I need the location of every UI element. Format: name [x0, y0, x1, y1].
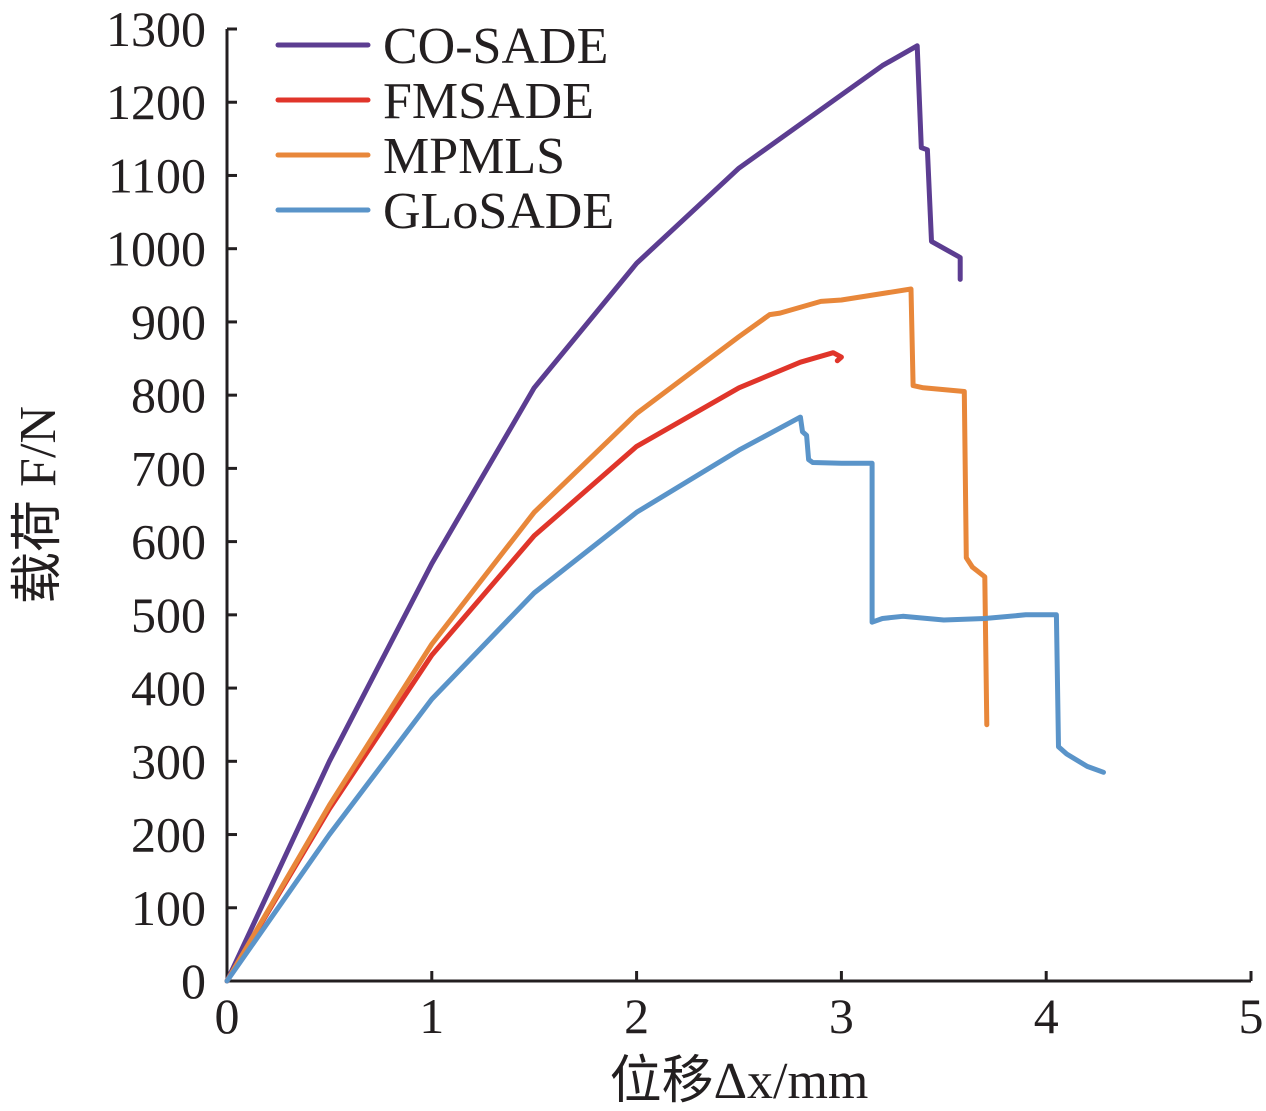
x-axis-title: 位移Δx/mm [610, 1053, 869, 1110]
series-group [224, 43, 1106, 984]
x-tick-label: 2 [624, 988, 649, 1044]
x-tick-label: 3 [829, 988, 854, 1044]
legend-label: CO-SADE [383, 18, 608, 75]
y-tick-label: 400 [131, 660, 206, 716]
legend-label: GLoSADE [383, 183, 614, 240]
x-tick-label: 1 [419, 988, 444, 1044]
y-tick-label: 0 [181, 953, 206, 1009]
legend-label: FMSADE [383, 73, 594, 130]
y-tick-label: 100 [131, 880, 206, 936]
y-axis-title: 载荷 F/N [10, 406, 67, 604]
y-tick-label: 700 [131, 440, 206, 496]
series-line-mpmls [224, 286, 990, 984]
y-tick-label: 1000 [106, 221, 206, 277]
y-tick-label: 1100 [108, 147, 206, 203]
axes [225, 29, 1251, 983]
y-tick-label: 600 [131, 514, 206, 570]
y-tick-label: 1200 [106, 74, 206, 130]
y-tick-label: 1300 [106, 1, 206, 57]
x-tick-label: 5 [1239, 988, 1264, 1044]
x-tick-label: 4 [1034, 988, 1059, 1044]
x-tick-label: 0 [215, 988, 240, 1044]
y-tick-label: 900 [131, 294, 206, 350]
y-tick-label: 500 [131, 587, 206, 643]
series-line-co-sade [224, 43, 963, 984]
y-tick-label: 200 [131, 807, 206, 863]
x-ticks: 0 1 2 3 4 5 [215, 971, 1264, 1044]
y-tick-label: 800 [131, 367, 206, 423]
series-line-fmsade [224, 350, 844, 984]
legend-label: MPMLS [383, 128, 565, 185]
series-line-glosade [224, 414, 1106, 984]
y-tick-label: 300 [131, 733, 206, 789]
y-ticks: 0 100 200 300 400 500 600 700 800 900 1000 1100 1200… [106, 1, 237, 1009]
